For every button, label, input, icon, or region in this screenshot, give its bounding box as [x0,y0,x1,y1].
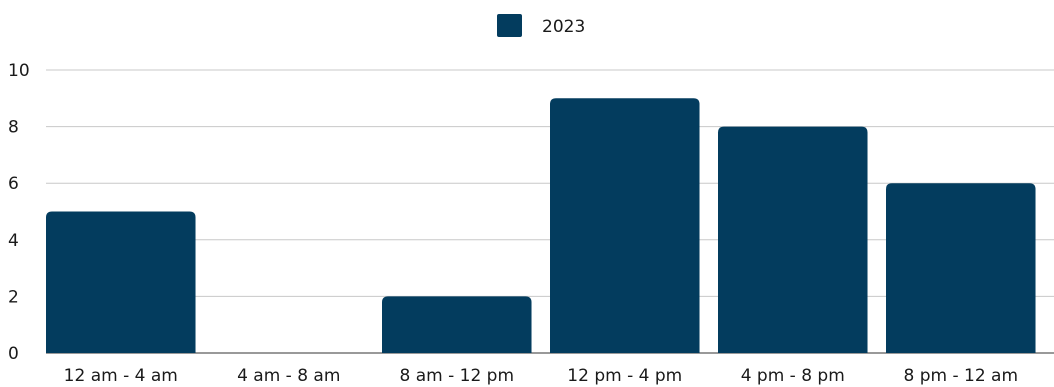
bar [46,211,196,353]
x-tick-label: 8 pm - 12 am [903,366,1018,386]
y-tick-label: 4 [8,231,19,251]
y-tick-label: 8 [8,118,19,138]
x-tick-label: 12 am - 4 am [64,366,178,386]
x-axis-tick-labels: 12 am - 4 am 4 am - 8 am 8 am - 12 pm 12 pm… [64,366,1018,386]
chart-legend: 2023 [497,14,585,37]
x-tick-label: 4 am - 8 am [237,366,340,386]
y-tick-label: 6 [8,174,19,194]
chart-bars [46,98,1036,353]
y-tick-label: 10 [8,61,30,81]
bar [382,296,532,353]
bar [718,126,868,353]
bar [886,183,1036,353]
y-tick-label: 0 [8,344,19,364]
x-tick-label: 4 pm - 8 pm [741,366,845,386]
y-tick-label: 2 [8,287,19,307]
legend-label: 2023 [542,17,585,37]
legend-swatch [497,14,522,37]
x-tick-label: 8 am - 12 pm [399,366,514,386]
bar [550,98,700,353]
y-axis-tick-labels: 0 2 4 6 8 10 [8,61,30,364]
x-tick-label: 12 pm - 4 pm [567,366,682,386]
